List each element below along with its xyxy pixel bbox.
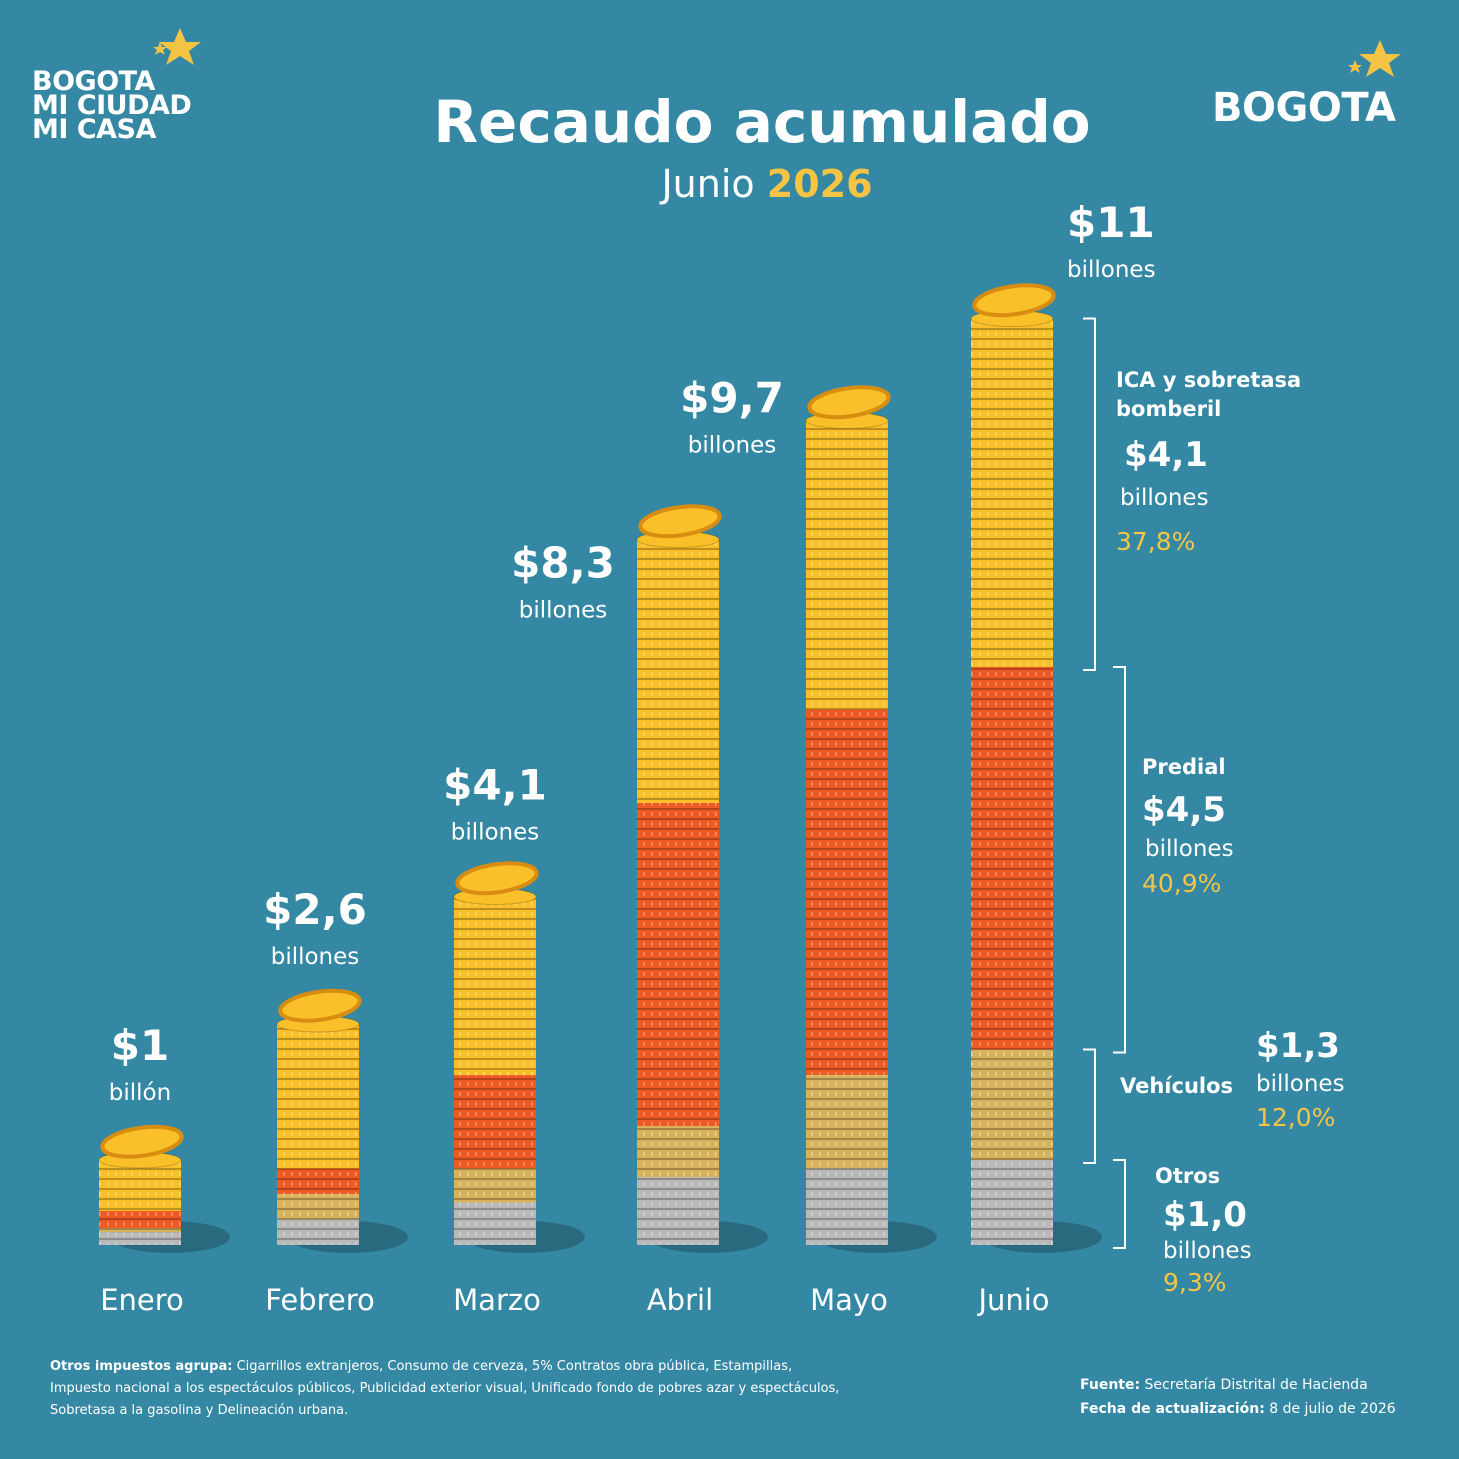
series-value: $4,5 <box>1142 790 1226 830</box>
star-left <box>153 28 1401 77</box>
coin-segment <box>454 1075 536 1169</box>
coin-segment <box>806 1168 888 1245</box>
footnote: Otros impuestos agrupa: Cigarrillos extr… <box>50 1356 840 1422</box>
series-unit: billones <box>1145 836 1234 862</box>
coin-segment <box>99 1232 181 1245</box>
coin-segment <box>806 709 888 1075</box>
tilted-coin <box>807 385 891 420</box>
series-share: 37,8% <box>1116 527 1196 556</box>
coin-segment <box>971 1049 1053 1160</box>
logo-line: MI CIUDAD <box>32 90 192 121</box>
coin-segment <box>277 1194 359 1220</box>
coin-segment <box>637 803 719 1126</box>
footnote-lead: Otros impuestos agrupa: <box>50 1359 233 1374</box>
logo-right: BOGOTA <box>1212 85 1396 131</box>
series-unit: billones <box>1163 1238 1252 1264</box>
x-tick-label: Abril <box>647 1283 713 1317</box>
bracket <box>1113 1159 1126 1249</box>
total-label: $4,1 <box>443 761 547 810</box>
series-name: Vehículos <box>1120 1074 1234 1098</box>
updated-lead: Fecha de actualización: <box>1080 1401 1265 1417</box>
logo-line: MI CASA <box>32 114 156 145</box>
chart-subtitle: Junio 2026 <box>659 162 872 206</box>
x-tick-label: Junio <box>976 1283 1049 1317</box>
logo-line: BOGOTA <box>32 66 155 97</box>
series-value: $1,3 <box>1256 1026 1340 1066</box>
coin-segment <box>99 1211 181 1228</box>
coin-segment <box>99 1228 181 1233</box>
series-name: ICA y sobretasa bomberil <box>1116 368 1302 421</box>
series-value: $4,1 <box>1124 435 1208 475</box>
tilted-coin <box>100 1124 184 1159</box>
footnote-text: Cigarrillos extranjeros, Consumo de cerv… <box>50 1359 840 1418</box>
coin-segment <box>971 318 1053 667</box>
coin-segment <box>454 896 536 1075</box>
series-share: 12,0% <box>1256 1103 1336 1132</box>
chart-title: Recaudo acumulado <box>433 88 1090 156</box>
series-unit: billones <box>1256 1071 1345 1097</box>
coin-segment <box>99 1160 181 1211</box>
tilted-coin <box>638 504 722 539</box>
x-tick-label: Enero <box>100 1283 184 1317</box>
coin-segment <box>637 1177 719 1245</box>
coin-segment <box>277 1219 359 1245</box>
total-unit: billones <box>1067 257 1156 283</box>
updated-text: 8 de julio de 2026 <box>1269 1401 1396 1417</box>
total-unit: billones <box>688 433 777 459</box>
tilted-coin <box>972 283 1056 318</box>
subtitle-month: Junio <box>659 162 754 206</box>
coin-segment <box>971 667 1053 1050</box>
total-label: $9,7 <box>680 374 784 423</box>
x-tick-label: Febrero <box>265 1283 375 1317</box>
total-label: $8,3 <box>511 539 615 588</box>
series-share: 40,9% <box>1142 869 1222 898</box>
total-unit: billones <box>451 820 540 846</box>
subtitle-year: 2026 <box>767 162 873 206</box>
total-label: $1 <box>111 1021 169 1070</box>
tilted-coin <box>278 988 362 1023</box>
series-name: Predial <box>1142 755 1226 779</box>
series-name: Otros <box>1155 1164 1221 1188</box>
coin-segment <box>637 1126 719 1177</box>
coin-segment <box>806 1075 888 1169</box>
total-unit: billones <box>271 944 360 970</box>
total-label: $11 <box>1067 198 1155 247</box>
series-unit: billones <box>1120 485 1209 511</box>
total-unit: billones <box>519 598 608 624</box>
series-share: 9,3% <box>1163 1268 1227 1297</box>
x-tick-label: Mayo <box>810 1283 888 1317</box>
coin-segment <box>277 1024 359 1169</box>
bracket <box>1113 666 1126 1054</box>
bracket <box>1083 1048 1096 1164</box>
series-value: $1,0 <box>1163 1195 1247 1235</box>
coin-segment <box>454 1168 536 1203</box>
coin-segment <box>971 1160 1053 1245</box>
x-tick-label: Marzo <box>453 1283 541 1317</box>
tilted-coin <box>455 861 539 896</box>
bracket <box>1083 317 1096 671</box>
coin-segment <box>277 1168 359 1194</box>
coin-segment <box>454 1202 536 1245</box>
total-unit: billón <box>109 1080 171 1106</box>
coin-segment <box>637 539 719 803</box>
source: Fuente: Secretaría Distrital de Hacienda <box>1080 1374 1368 1396</box>
logo-left: BOGOTA MI CIUDAD MI CASA <box>32 66 192 145</box>
coin-segment <box>806 420 888 710</box>
source-text: Secretaría Distrital de Hacienda <box>1144 1377 1368 1393</box>
source-lead: Fuente: <box>1080 1377 1141 1393</box>
total-label: $2,6 <box>263 885 367 934</box>
updated: Fecha de actualización: 8 de julio de 20… <box>1080 1398 1396 1420</box>
